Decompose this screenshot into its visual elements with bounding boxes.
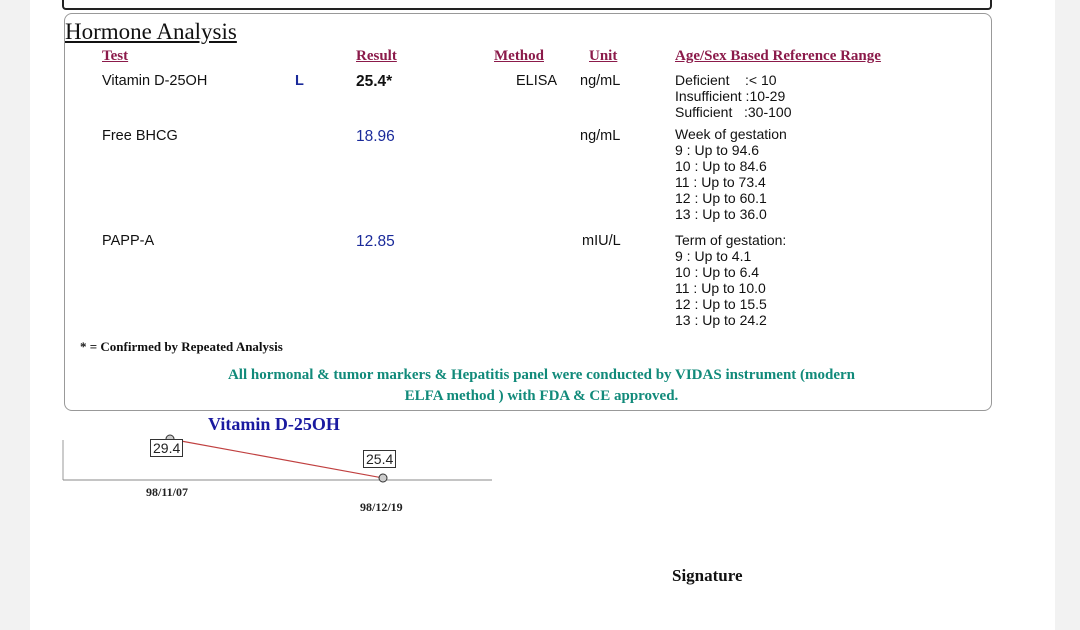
method: ELISA <box>516 73 558 89</box>
range-line: 10 : Up to 6.4 <box>675 264 760 280</box>
range-line: Term of gestation: <box>675 232 787 248</box>
range-line: Sufficient :30-100 <box>675 104 792 120</box>
reference-range: Week of gestation 9 : Up to 94.6 10 : Up t… <box>675 126 787 222</box>
unit: mIU/L <box>582 233 621 249</box>
range-line: Week of gestation <box>675 126 787 142</box>
result-value: 25.4* <box>356 73 393 90</box>
x-tick-label: 98/12/19 <box>360 500 403 514</box>
report-page <box>30 0 1055 630</box>
range-line: Insufficient :10-29 <box>675 88 786 104</box>
data-label: 25.4 <box>363 450 397 468</box>
header-unit: Unit <box>589 48 618 64</box>
signature-label: Signature <box>672 566 743 585</box>
footnote: * = Confirmed by Repeated Analysis <box>80 339 283 354</box>
range-line: 13 : Up to 36.0 <box>675 206 767 222</box>
unit: ng/mL <box>580 73 621 89</box>
header-reference-range: Age/Sex Based Reference Range <box>675 48 881 64</box>
method-note-line2: ELFA method ) with FDA & CE approved. <box>404 388 679 404</box>
header-test: Test <box>102 48 129 64</box>
range-line: 12 : Up to 60.1 <box>675 190 767 206</box>
previous-section-box <box>62 0 992 10</box>
range-line: 11 : Up to 10.0 <box>675 280 766 296</box>
header-result: Result <box>356 48 397 64</box>
result-value: 12.85 <box>356 233 395 250</box>
test-name: Vitamin D-25OH <box>102 73 208 89</box>
method-note-line1: All hormonal & tumor markers & Hepatitis… <box>227 367 856 383</box>
section-title: Hormone Analysis <box>65 19 237 44</box>
series-line <box>169 438 384 479</box>
reference-range: Deficient :< 10 Insufficient :10-29 Suffic… <box>675 72 791 120</box>
data-point <box>378 473 388 483</box>
range-line: 9 : Up to 4.1 <box>675 248 752 264</box>
range-line: 11 : Up to 73.4 <box>675 174 766 190</box>
x-tick-label: 98/11/07 <box>146 485 189 499</box>
header-method: Method <box>494 48 544 64</box>
range-line: 12 : Up to 15.5 <box>675 296 767 312</box>
range-line: Deficient :< 10 <box>675 72 777 88</box>
hormone-analysis-box <box>64 13 992 411</box>
test-name: Free BHCG <box>102 128 178 144</box>
result-value: 18.96 <box>356 128 395 145</box>
chart-title: Vitamin D-25OH <box>208 414 340 434</box>
unit: ng/mL <box>580 128 621 144</box>
range-line: 10 : Up to 84.6 <box>675 158 767 174</box>
test-name: PAPP-A <box>102 233 155 249</box>
reference-range: Term of gestation: 9 : Up to 4.1 10 : Up t… <box>675 232 786 328</box>
data-label: 29.4 <box>150 439 184 457</box>
range-line: 9 : Up to 94.6 <box>675 142 760 158</box>
low-flag: L <box>295 73 304 89</box>
range-line: 13 : Up to 24.2 <box>675 312 767 328</box>
